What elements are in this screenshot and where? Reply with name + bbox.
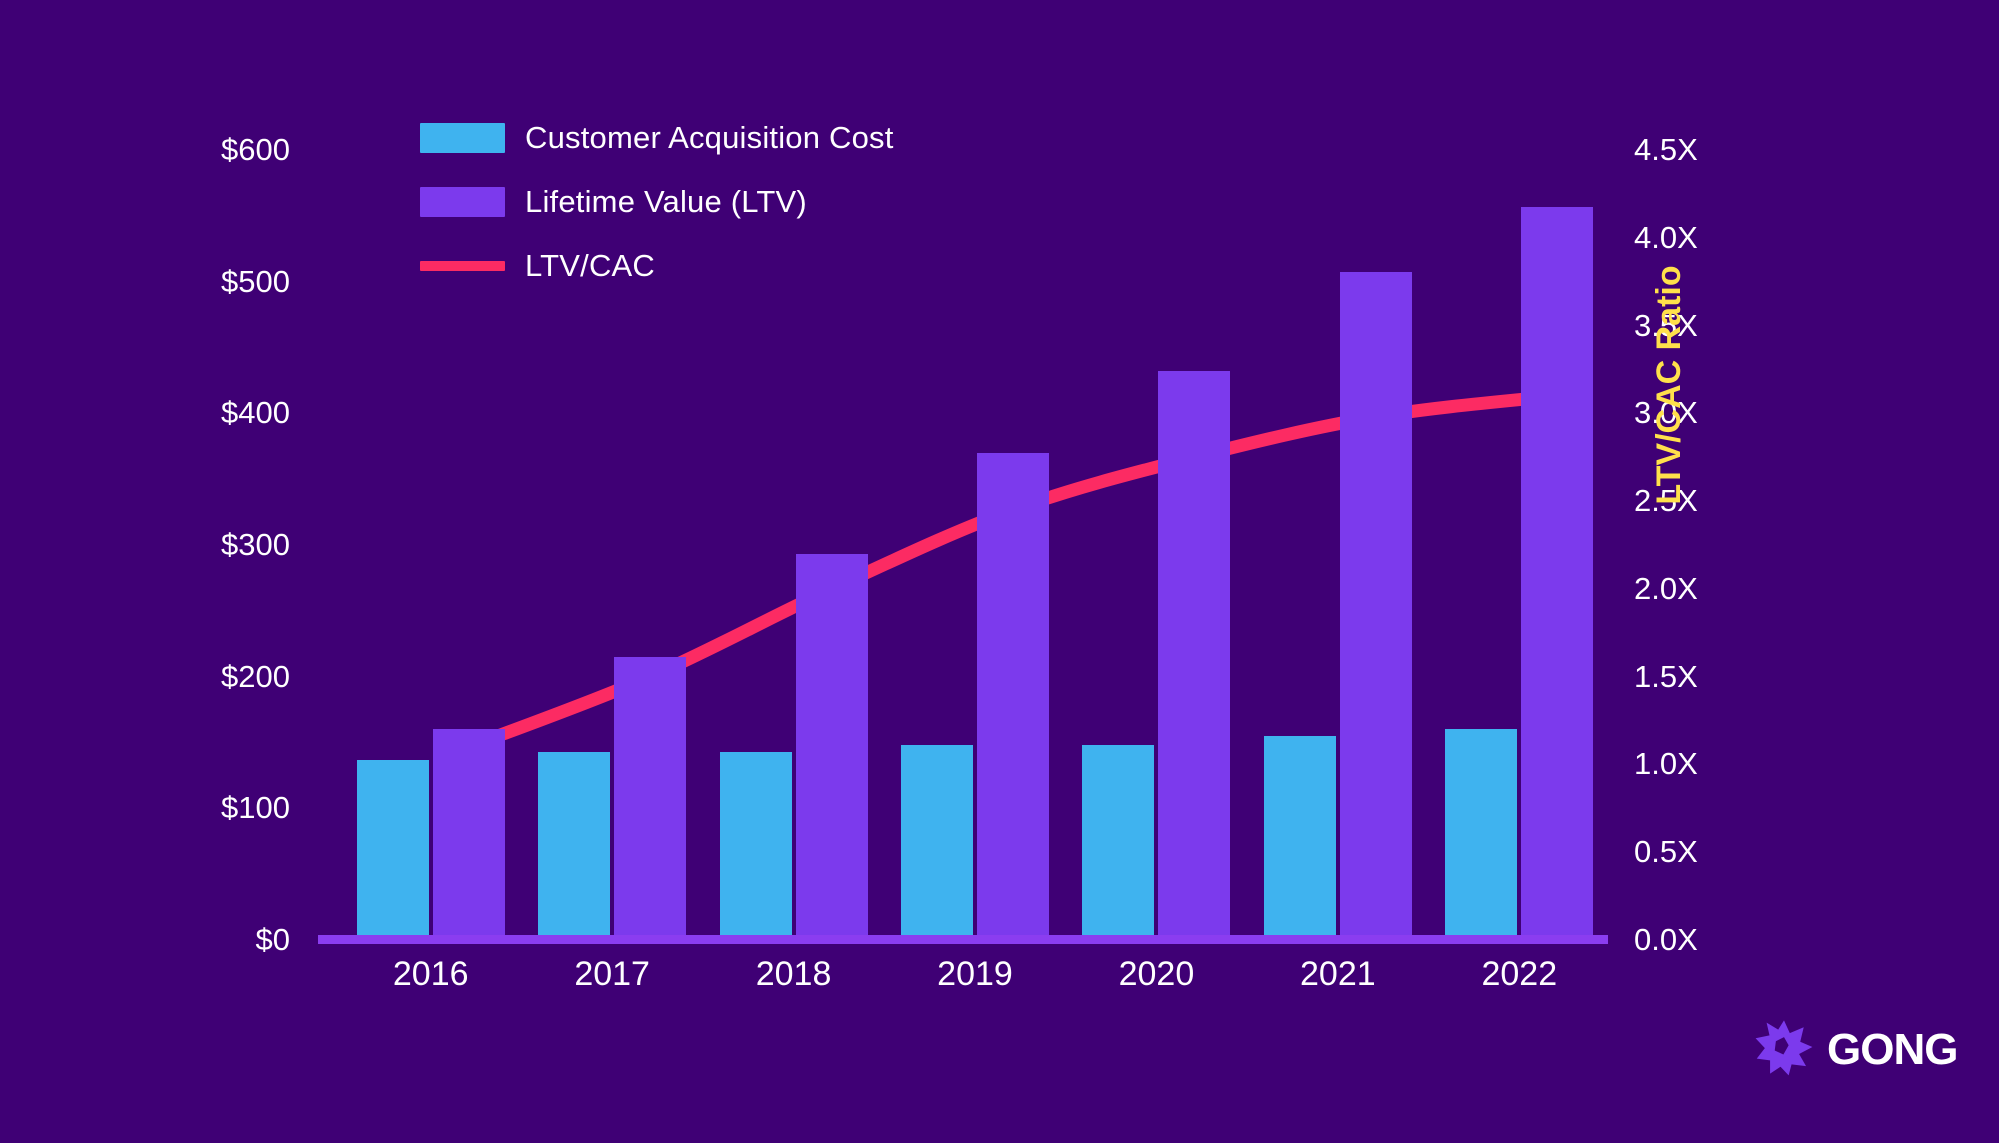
gong-logo-text: GONG: [1827, 1024, 1958, 1074]
bar-cac[interactable]: [901, 745, 973, 940]
bar-cac[interactable]: [1445, 729, 1518, 940]
bar-cac[interactable]: [719, 751, 792, 940]
legend-swatch-ltv: [420, 187, 505, 217]
y-axis-right-tick: 3.5X: [1634, 307, 1698, 343]
y-axis-right-tick: 1.5X: [1634, 658, 1698, 694]
bar-cac[interactable]: [1263, 735, 1336, 940]
y-axis-right-tick: 2.0X: [1634, 570, 1698, 606]
y-axis-left-tick: $300: [221, 527, 290, 562]
bar-ltv[interactable]: [1521, 206, 1594, 940]
legend-item-ltv[interactable]: Lifetime Value (LTV): [420, 184, 894, 220]
chart-legend: Customer Acquisition Cost Lifetime Value…: [420, 120, 894, 284]
x-axis-tick-label: 2020: [1118, 955, 1195, 993]
ltv-cac-line-series: [466, 389, 1559, 753]
bar-ltv[interactable]: [977, 452, 1049, 940]
x-axis-tick-label: 2017: [574, 955, 650, 993]
legend-item-cac[interactable]: Customer Acquisition Cost: [420, 120, 894, 156]
bar-cac[interactable]: [538, 751, 611, 940]
gong-logo[interactable]: GONG: [1755, 1018, 1958, 1081]
x-axis-tick-label: 2016: [392, 955, 469, 993]
x-axis-tick-label: 2019: [937, 955, 1013, 993]
x-axis-baseline: [318, 935, 1608, 944]
y-axis-right-tick: 2.5X: [1634, 483, 1698, 519]
y-axis-right-tick: 4.0X: [1634, 219, 1698, 255]
plot-area: [340, 150, 1610, 940]
y-axis-right-tick: 1.0X: [1634, 746, 1698, 782]
y-axis-right-tick: 3.0X: [1634, 395, 1698, 431]
y-axis-right: 0.0X 0.5X 1.0X 1.5X 2.0X 2.5X 3.0X 3.5X 4.0X 4.5X: [1634, 0, 1834, 1143]
bar-ltv[interactable]: [614, 656, 687, 940]
y-axis-left-tick: $400: [221, 395, 290, 431]
x-axis-tick-label: 2022: [1481, 955, 1558, 993]
y-axis-left-tick: $500: [221, 263, 290, 299]
y-axis-left: $0 $100 $200 $300 $400 $500 $600: [0, 0, 290, 1143]
y-axis-right-tick: 0.0X: [1634, 922, 1698, 957]
bar-cac[interactable]: [356, 759, 429, 940]
y-axis-right-tick: 4.5X: [1634, 132, 1698, 167]
bar-ltv[interactable]: [1158, 371, 1231, 940]
gong-starburst-icon: [1755, 1018, 1813, 1081]
bar-ltv[interactable]: [432, 729, 505, 940]
y-axis-left-tick: $200: [221, 658, 290, 694]
y-axis-left-tick: $0: [255, 922, 290, 957]
bar-cac[interactable]: [1082, 745, 1155, 940]
legend-label-ltv: Lifetime Value (LTV): [525, 184, 807, 219]
y-axis-right-title: LTV/CAC Ratio: [1650, 265, 1688, 505]
y-axis-left-tick: $600: [221, 132, 290, 167]
legend-item-ltv-cac[interactable]: LTV/CAC: [420, 248, 894, 284]
y-axis-right-tick: 0.5X: [1634, 834, 1698, 870]
y-axis-left-tick: $100: [221, 790, 290, 826]
bar-ltv[interactable]: [1339, 272, 1412, 940]
x-axis-tick-label: 2021: [1300, 955, 1376, 993]
x-axis-tick-label: 2018: [755, 955, 832, 993]
bar-ltv[interactable]: [795, 554, 868, 940]
legend-label-ltv-cac: LTV/CAC: [525, 248, 656, 283]
legend-swatch-ltv-cac: [420, 261, 505, 271]
legend-swatch-cac: [420, 123, 505, 153]
legend-label-cac: Customer Acquisition Cost: [525, 120, 894, 155]
